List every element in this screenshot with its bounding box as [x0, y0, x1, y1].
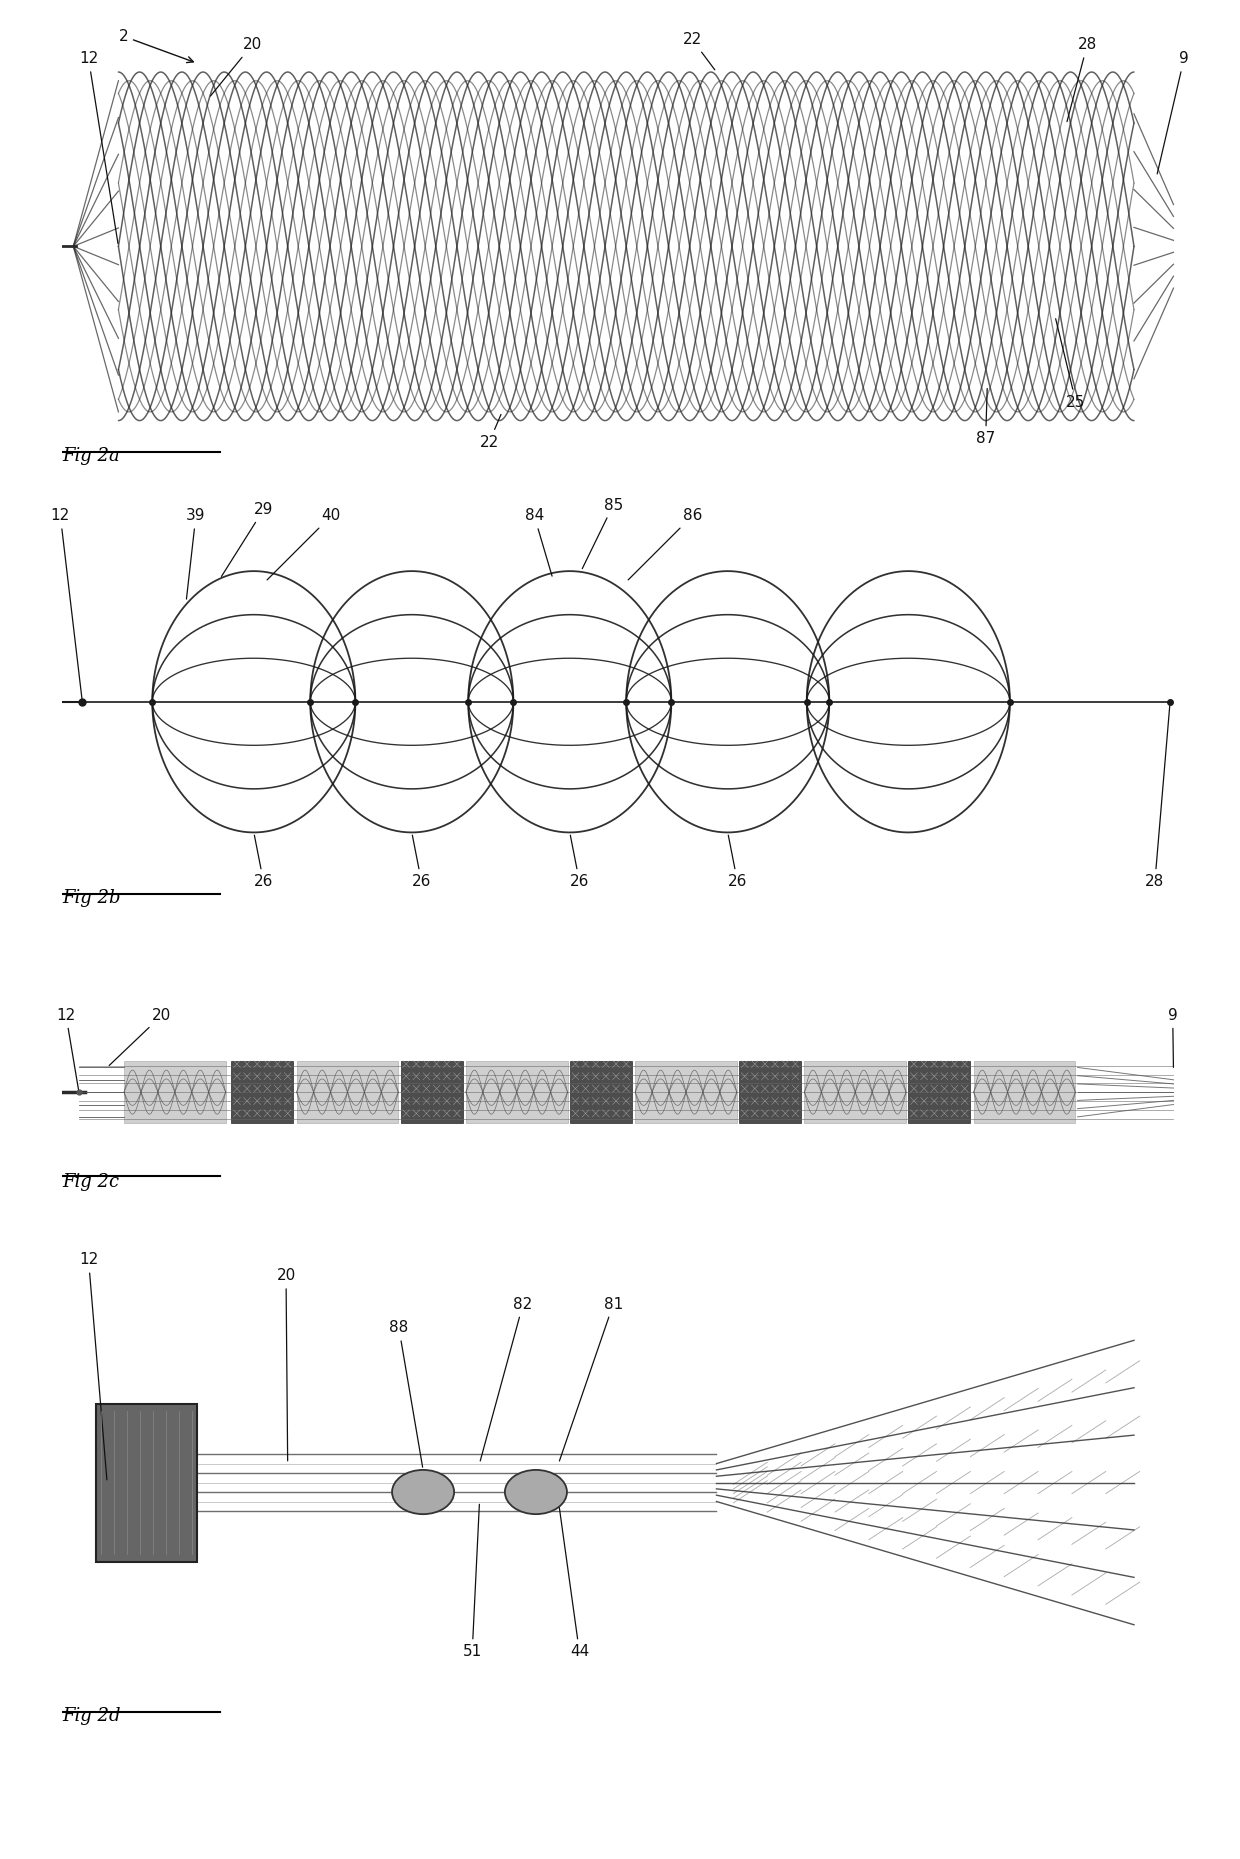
Bar: [466, 1061, 568, 1123]
Text: 12: 12: [56, 1008, 78, 1089]
Text: 20: 20: [211, 37, 262, 97]
Bar: [635, 1061, 737, 1123]
Text: Fig 2d: Fig 2d: [62, 1707, 120, 1725]
Bar: [124, 1061, 226, 1123]
Text: 26: 26: [728, 835, 748, 889]
Text: 39: 39: [186, 508, 206, 599]
Bar: [570, 1061, 632, 1123]
Bar: [805, 1061, 906, 1123]
Text: 82: 82: [480, 1298, 533, 1461]
Text: 26: 26: [412, 835, 432, 889]
Text: 12: 12: [79, 52, 118, 244]
Bar: [973, 1061, 1075, 1123]
Bar: [739, 1061, 801, 1123]
Text: 2: 2: [119, 28, 193, 63]
Text: Fig 2b: Fig 2b: [62, 889, 120, 907]
Text: 26: 26: [570, 835, 589, 889]
Text: 22: 22: [683, 32, 714, 71]
Text: 81: 81: [559, 1298, 622, 1461]
Text: 86: 86: [629, 508, 702, 580]
Bar: [909, 1061, 971, 1123]
Text: 40: 40: [267, 508, 341, 580]
Text: 84: 84: [525, 508, 552, 576]
Text: 44: 44: [559, 1504, 589, 1660]
Ellipse shape: [392, 1470, 454, 1513]
Text: 25: 25: [1055, 318, 1085, 409]
Bar: [296, 1061, 398, 1123]
Text: 51: 51: [463, 1504, 482, 1660]
Text: Fig 2a: Fig 2a: [62, 446, 120, 465]
Bar: [232, 1061, 294, 1123]
Text: 28: 28: [1066, 37, 1097, 121]
Text: 22: 22: [480, 415, 501, 450]
Text: Fig 2c: Fig 2c: [62, 1173, 119, 1192]
Ellipse shape: [505, 1470, 567, 1513]
Text: 9: 9: [1168, 1008, 1178, 1067]
Text: 85: 85: [583, 498, 622, 569]
Text: 20: 20: [277, 1268, 295, 1461]
Text: 12: 12: [79, 1253, 107, 1480]
Text: 26: 26: [254, 835, 273, 889]
Text: 88: 88: [389, 1320, 423, 1467]
Text: 87: 87: [976, 389, 996, 446]
Text: 9: 9: [1157, 52, 1189, 175]
Text: 12: 12: [51, 508, 82, 699]
Bar: [95, 1404, 197, 1562]
Bar: [401, 1061, 463, 1123]
Text: 29: 29: [222, 502, 273, 576]
Text: 28: 28: [1146, 705, 1169, 889]
Text: 20: 20: [109, 1008, 171, 1065]
